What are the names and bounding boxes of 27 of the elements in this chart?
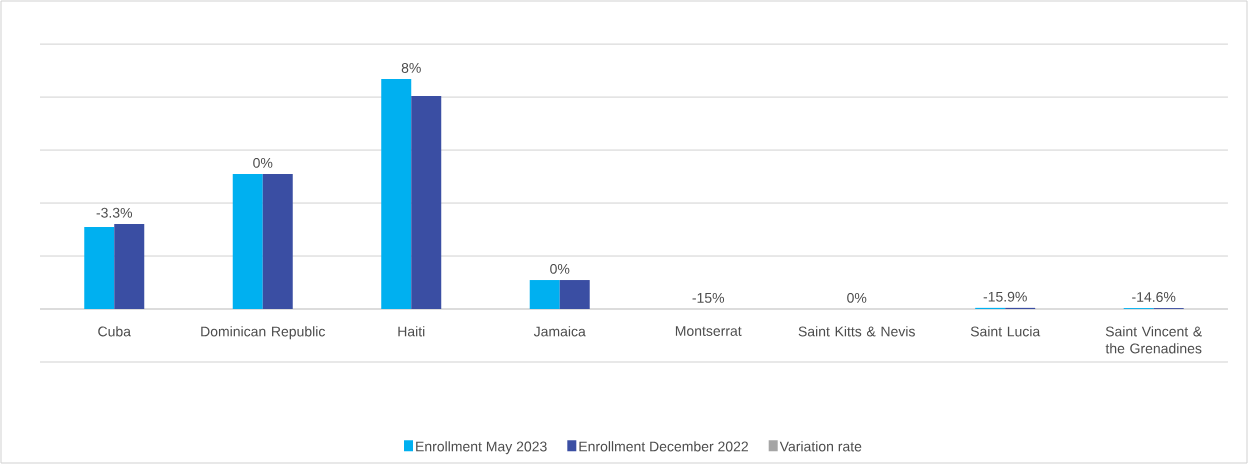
bar [114, 223, 145, 310]
bar [529, 280, 560, 310]
annotation: 8% [401, 62, 421, 73]
bar [381, 79, 412, 310]
annotation: -15% [692, 292, 725, 303]
x-tick-label: Dominican Republic [201, 326, 325, 340]
bar [411, 96, 442, 310]
x-tick-label: Cuba [98, 326, 131, 337]
annotation: -14.6% [1132, 291, 1176, 302]
bar [84, 226, 115, 310]
legend-label: Variation rate [779, 441, 862, 452]
x-tick-label: Haiti [398, 326, 425, 337]
annotation: 0% [253, 157, 273, 168]
annotation: -15.9% [983, 291, 1027, 302]
x-tick-label: Saint Lucia [970, 326, 1041, 337]
bar [262, 174, 293, 310]
legend-label: Enrollment December 2022 [579, 441, 748, 452]
bar [232, 174, 263, 310]
x-tick-label: Jamaica [533, 326, 586, 337]
annotation: 0% [847, 292, 867, 303]
x-tick-label: Saint Kitts & Nevis [798, 326, 915, 337]
x-tick-label: Saint Vincent & the Grenadines [1105, 326, 1202, 354]
bar [559, 280, 590, 310]
legend-label: Enrollment May 2023 [416, 441, 547, 455]
annotation: 0% [550, 263, 570, 274]
x-tick-label: Montserrat [675, 326, 742, 336]
annotation: -3.3% [96, 207, 133, 218]
